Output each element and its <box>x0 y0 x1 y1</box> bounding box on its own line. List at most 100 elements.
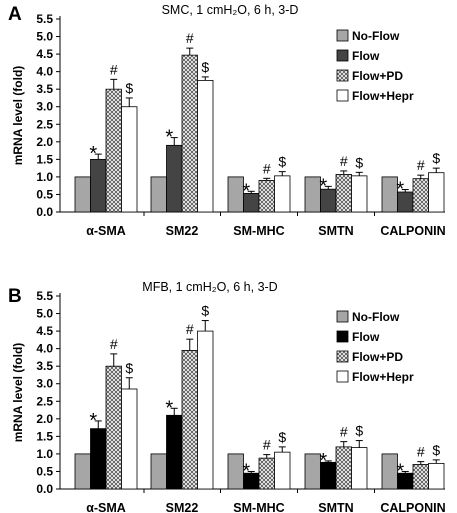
bar <box>181 349 198 490</box>
y-tick-label: 2.0 <box>36 412 53 426</box>
significance-mark: $ <box>278 429 286 445</box>
bar <box>197 330 214 490</box>
bar <box>150 176 167 213</box>
legend: No-Flow Flow Flow+PD Flow+Hepr <box>336 29 414 103</box>
legend-label: Flow <box>352 49 380 63</box>
chart-title: SMC, 1 cmH₂O, 6 h, 3-D <box>162 3 299 17</box>
panel-letter: B <box>8 286 22 307</box>
significance-mark: * <box>242 180 250 202</box>
significance-mark: # <box>417 444 425 460</box>
y-tick-label: 4.0 <box>36 342 53 356</box>
legend-swatch <box>336 69 349 82</box>
significance-mark: # <box>340 424 348 440</box>
y-tick-label: 1.0 <box>36 170 53 184</box>
significance-mark: $ <box>432 442 440 458</box>
chart-panel-a: A SMC, 1 cmH₂O, 6 h, 3-D mRNA level (fold)… <box>8 3 446 238</box>
y-axis-label: mRNA level (fold) <box>11 343 25 443</box>
bar <box>227 176 244 213</box>
y-tick-label: 1.5 <box>36 429 53 443</box>
bar <box>150 453 167 490</box>
y-tick-label: 4.0 <box>36 65 53 79</box>
bar <box>274 451 291 490</box>
y-tick-label: 3.5 <box>36 359 53 373</box>
x-tick-label: α-SMA <box>86 224 126 238</box>
significance-mark: * <box>165 127 173 149</box>
bar <box>381 176 398 213</box>
x-tick-label: SM22 <box>166 501 199 513</box>
significance-mark: $ <box>432 150 440 166</box>
legend-swatch <box>336 29 349 42</box>
legend-swatch <box>336 310 349 323</box>
bar <box>105 365 122 490</box>
significance-mark: # <box>340 153 348 169</box>
y-tick-label: 5.0 <box>36 30 53 44</box>
bar <box>258 457 275 490</box>
bar <box>351 447 368 490</box>
bar <box>304 176 321 213</box>
significance-mark: $ <box>278 154 286 170</box>
legend-swatch <box>336 350 349 363</box>
bar <box>335 446 352 490</box>
bar <box>335 174 352 213</box>
bar <box>181 54 198 213</box>
bar <box>121 388 138 490</box>
significance-mark: $ <box>125 360 133 376</box>
bar <box>428 172 445 213</box>
y-tick-label: 2.5 <box>36 117 53 131</box>
significance-mark: # <box>186 321 194 337</box>
legend-label: No-Flow <box>352 29 400 43</box>
x-tick-label: SM-MHC <box>233 501 284 513</box>
y-tick-label: 4.5 <box>36 324 53 338</box>
bar <box>90 158 107 213</box>
significance-mark: # <box>263 160 271 176</box>
legend-label: Flow+Hepr <box>352 370 414 384</box>
chart-title: MFB, 1 cmH₂O, 6 h, 3-D <box>142 280 277 294</box>
chart-panel-b: B MFB, 1 cmH₂O, 6 h, 3-D mRNA level (fold)… <box>8 280 446 513</box>
legend-label: Flow+PD <box>352 69 403 83</box>
x-tick-label: SM-MHC <box>233 224 284 238</box>
significance-mark: * <box>319 175 327 197</box>
y-tick-label: 5.5 <box>36 289 53 303</box>
x-tick-label: SM22 <box>166 224 199 238</box>
panel-letter: A <box>8 4 22 25</box>
significance-mark: * <box>319 450 327 472</box>
y-tick-label: 2.0 <box>36 135 53 149</box>
significance-mark: $ <box>355 154 363 170</box>
significance-mark: # <box>417 157 425 173</box>
y-tick-label: 3.0 <box>36 377 53 391</box>
significance-mark: $ <box>355 423 363 439</box>
significance-mark: $ <box>201 59 209 75</box>
bar <box>90 428 107 490</box>
y-tick-label: 1.0 <box>36 447 53 461</box>
significance-mark: # <box>110 336 118 352</box>
x-tick-label: SMTN <box>318 501 353 513</box>
bar <box>351 175 368 213</box>
y-tick-label: 0.0 <box>36 205 53 219</box>
bar <box>74 176 91 213</box>
y-tick-label: 0.5 <box>36 187 53 201</box>
significance-mark: $ <box>201 303 209 319</box>
legend-label: Flow+PD <box>352 350 403 364</box>
bar <box>412 178 429 213</box>
bar <box>105 88 122 213</box>
y-tick-label: 1.5 <box>36 152 53 166</box>
y-tick-label: 2.5 <box>36 394 53 408</box>
significance-mark: * <box>396 460 404 482</box>
bar <box>258 180 275 213</box>
bar <box>197 80 214 213</box>
legend-label: Flow <box>352 330 380 344</box>
legend-swatch <box>336 49 349 62</box>
significance-mark: # <box>263 437 271 453</box>
x-tick-label: CALPONIN <box>380 501 445 513</box>
y-tick-label: 5.0 <box>36 307 53 321</box>
bar <box>166 414 183 490</box>
bar <box>74 453 91 490</box>
significance-mark: * <box>242 460 250 482</box>
legend-swatch <box>336 370 349 383</box>
significance-mark: # <box>186 30 194 46</box>
bar <box>227 453 244 490</box>
y-axis-label: mRNA level (fold) <box>11 66 25 166</box>
legend: No-Flow Flow Flow+PD Flow+Hepr <box>336 310 414 384</box>
y-tick-label: 0.5 <box>36 464 53 478</box>
